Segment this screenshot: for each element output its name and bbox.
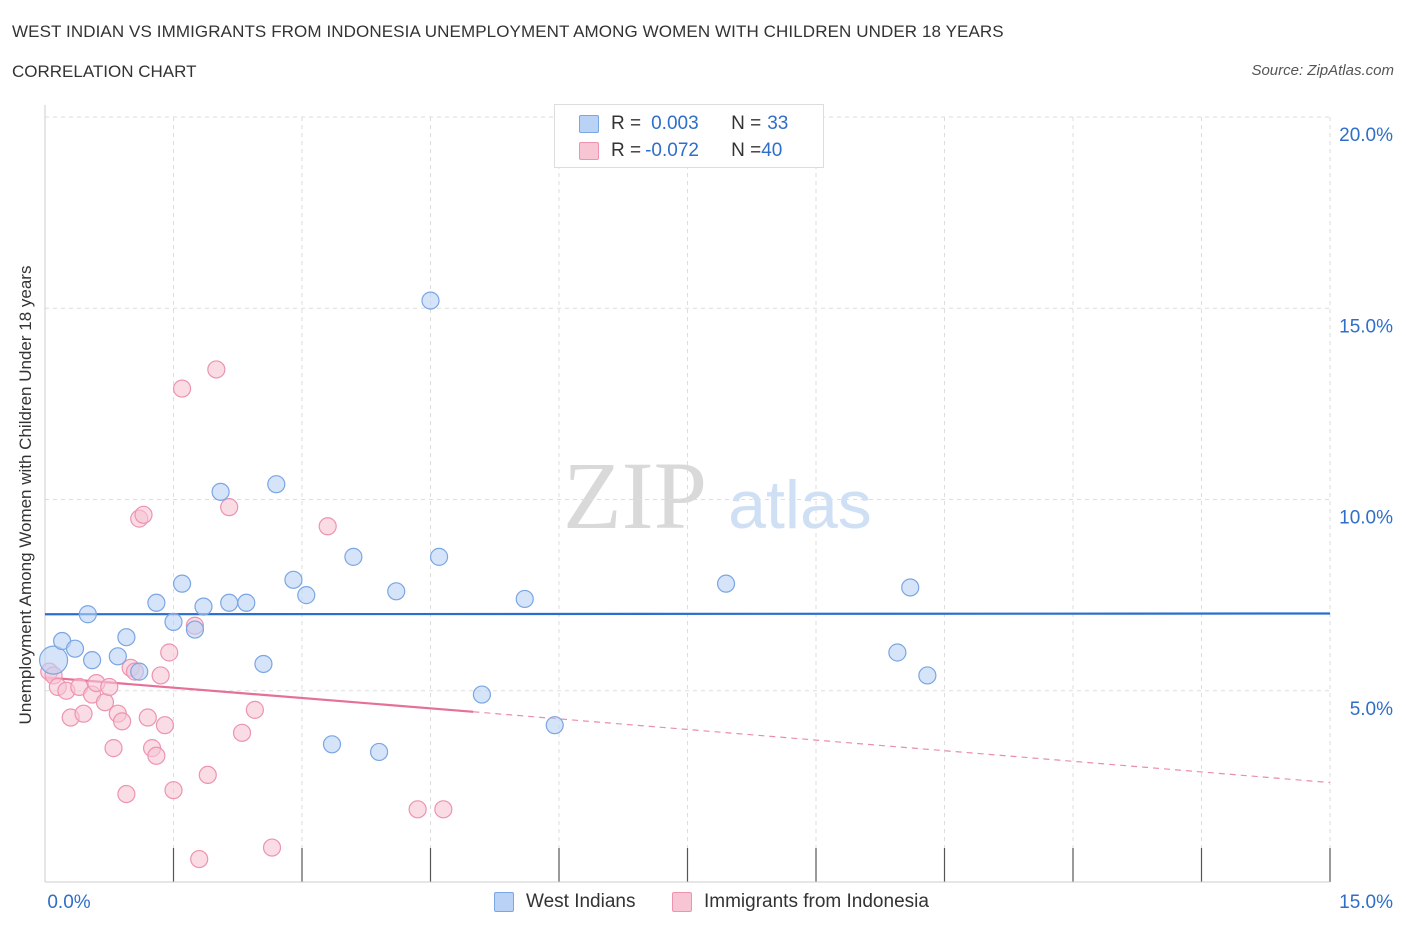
- point-indonesia: [112, 712, 132, 731]
- point-west-indians: [322, 735, 342, 754]
- point-west-indians: [267, 475, 286, 494]
- point-west-indians: [284, 570, 303, 589]
- y-tick-label: 10.0%: [1339, 508, 1393, 529]
- source-label: Source: ZipAtlas.com: [1251, 62, 1394, 79]
- tick-labels: 5.0% 10.0% 15.0% 20.0% 0.0% 15.0%: [47, 125, 1393, 913]
- legend-row-west-indians: R = 0.003 N = 33: [579, 112, 788, 136]
- point-west-indians: [211, 482, 230, 501]
- point-west-indians: [194, 597, 213, 616]
- point-indonesia: [160, 643, 179, 662]
- point-west-indians: [297, 586, 316, 605]
- point-west-indians: [370, 742, 389, 762]
- trend-line-indonesia-extended: [473, 711, 1331, 784]
- legend-swatch-pink: [579, 142, 599, 160]
- x-tick-label: 0.0%: [47, 892, 90, 913]
- point-west-indians: [429, 547, 449, 566]
- point-indonesia: [164, 781, 183, 800]
- axes: [44, 105, 1331, 883]
- point-west-indians: [130, 662, 149, 681]
- point-west-indians: [515, 589, 534, 609]
- watermark: ZIP atlas: [563, 442, 872, 549]
- point-west-indians: [918, 666, 937, 685]
- x-tick-label: 15.0%: [1339, 892, 1393, 913]
- point-indonesia: [74, 704, 93, 723]
- point-west-indians: [421, 291, 440, 310]
- grid: [45, 116, 1331, 882]
- point-indonesia: [190, 849, 209, 869]
- point-west-indians: [220, 593, 239, 612]
- point-indonesia: [117, 784, 136, 804]
- point-west-indians: [888, 643, 907, 662]
- legend-r-label: R =: [611, 113, 642, 134]
- point-west-indians: [472, 685, 491, 704]
- point-west-indians: [254, 654, 273, 674]
- legend-swatch-pink: [672, 892, 692, 912]
- point-indonesia: [434, 800, 453, 819]
- legend-r-label: R =: [611, 140, 642, 161]
- point-west-indians: [716, 574, 736, 593]
- chart-title: WEST INDIAN VS IMMIGRANTS FROM INDONESIA…: [12, 22, 1004, 41]
- point-west-indians: [387, 582, 406, 601]
- legend-item-indonesia: Immigrants from Indonesia: [672, 888, 929, 916]
- legend-item-west-indians: West Indians: [494, 888, 635, 916]
- point-west-indians: [117, 628, 136, 647]
- point-west-indians: [545, 716, 564, 735]
- point-west-indians: [901, 578, 920, 597]
- legend-n-label: N =: [731, 140, 762, 161]
- point-indonesia: [207, 360, 226, 379]
- point-west-indians: [78, 605, 97, 624]
- legend-label-west-indians: West Indians: [526, 891, 636, 912]
- legend-n-value: 33: [767, 113, 789, 134]
- point-west-indians: [185, 620, 205, 639]
- chart-subtitle: CORRELATION CHART: [12, 62, 197, 81]
- legend-label-indonesia: Immigrants from Indonesia: [704, 891, 929, 912]
- legend-row-indonesia: R = -0.072 N = 40: [579, 139, 782, 163]
- point-indonesia: [318, 517, 337, 536]
- point-indonesia: [147, 746, 166, 765]
- point-indonesia: [262, 838, 282, 857]
- point-west-indians: [83, 651, 102, 670]
- point-indonesia: [151, 666, 170, 685]
- point-indonesia: [155, 716, 175, 735]
- point-west-indians: [38, 645, 69, 675]
- trend-line-west-indians: [44, 612, 1331, 616]
- point-indonesia: [408, 800, 427, 819]
- point-indonesia: [172, 379, 192, 398]
- legend-swatch-blue: [494, 892, 514, 912]
- legend-n-value: 40: [761, 140, 783, 161]
- point-indonesia: [138, 708, 157, 727]
- point-indonesia: [104, 739, 123, 758]
- point-west-indians: [65, 639, 85, 658]
- legend-swatch-blue: [579, 115, 599, 133]
- point-indonesia: [220, 498, 239, 517]
- point-indonesia: [100, 677, 119, 697]
- watermark-atlas: atlas: [728, 467, 872, 543]
- correlation-legend: R = 0.003 N = 33 R = -0.072 N = 40: [554, 104, 824, 168]
- data-points: [38, 291, 937, 869]
- point-indonesia: [134, 505, 153, 524]
- point-west-indians: [108, 647, 127, 666]
- y-tick-label: 20.0%: [1339, 125, 1393, 146]
- point-indonesia: [245, 700, 264, 719]
- legend-r-value: -0.072: [645, 140, 699, 161]
- y-axis-label: Unemployment Among Women with Children U…: [16, 265, 35, 725]
- legend-n-label: N =: [731, 113, 762, 134]
- point-west-indians: [172, 574, 192, 593]
- watermark-zip: ZIP: [563, 442, 707, 549]
- point-west-indians: [164, 612, 183, 632]
- point-indonesia: [198, 765, 217, 785]
- point-indonesia: [232, 723, 252, 742]
- point-west-indians: [147, 593, 166, 612]
- legend-r-value: 0.003: [651, 113, 699, 134]
- point-west-indians: [344, 547, 363, 566]
- y-tick-label: 5.0%: [1350, 699, 1393, 720]
- y-tick-label: 15.0%: [1339, 316, 1393, 337]
- point-west-indians: [237, 593, 256, 612]
